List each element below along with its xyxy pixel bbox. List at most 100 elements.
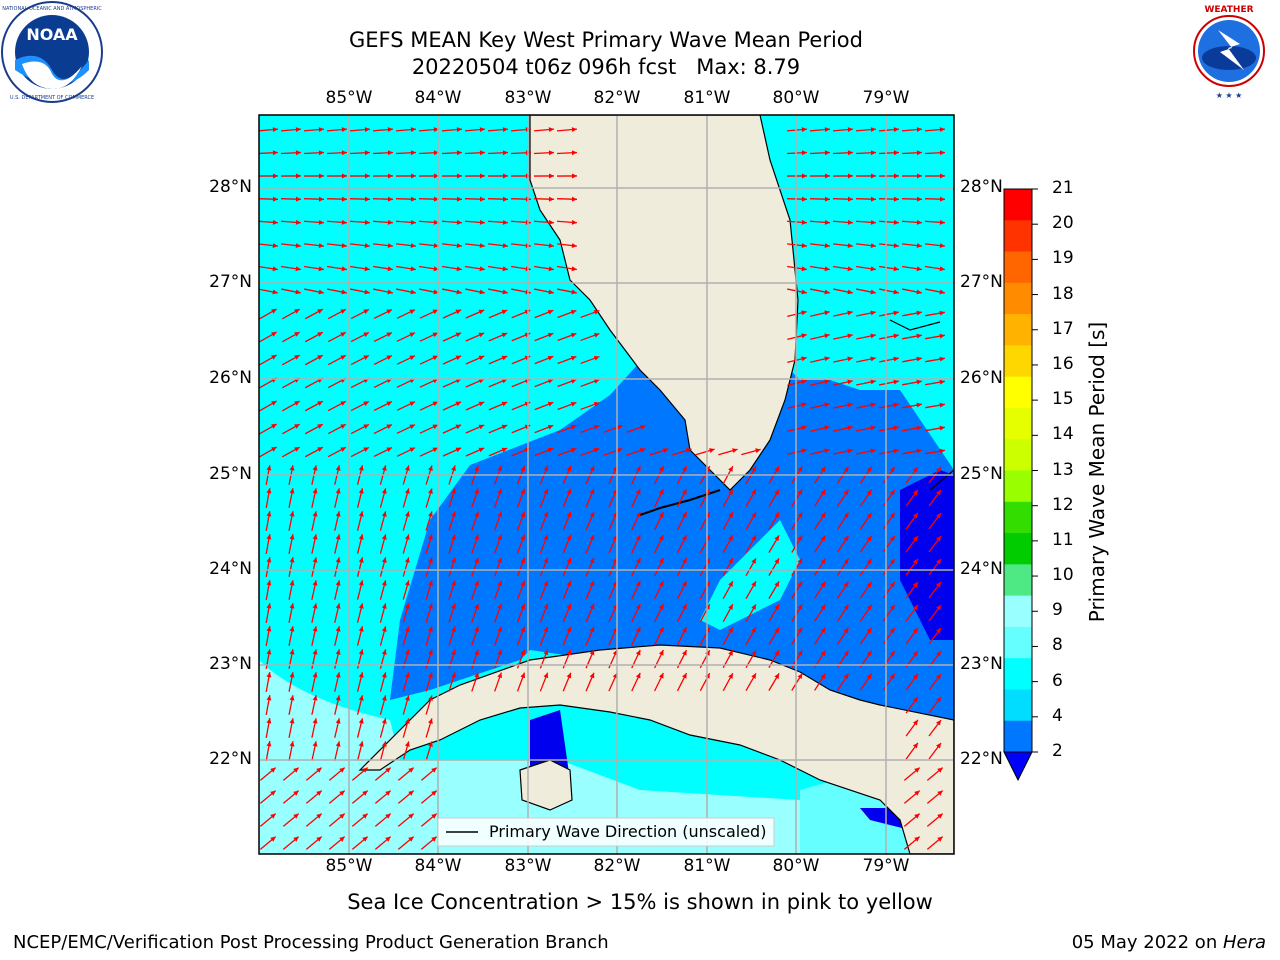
wave-arrow-head	[801, 379, 807, 385]
wave-arrow-head	[635, 534, 641, 541]
wave-arrow-head	[295, 196, 301, 202]
wave-arrow-head	[916, 379, 922, 385]
wave-arrow-head	[294, 332, 300, 337]
wave-arrow-head	[866, 650, 872, 657]
wave-arrow-head	[294, 401, 300, 406]
wave-arrow-head	[289, 695, 295, 701]
wave-arrow-head	[843, 673, 849, 680]
wave-arrow-head	[612, 511, 618, 518]
wave-arrow-head	[801, 310, 807, 316]
wave-arrow-head	[497, 626, 503, 633]
colorbar-tick-label: 14	[1052, 424, 1074, 445]
footer-host: Hera	[1222, 932, 1266, 953]
wave-arrow-head	[612, 672, 618, 679]
wave-arrow-head	[271, 447, 277, 452]
wave-arrow-head	[428, 626, 433, 632]
wave-arrow-head	[570, 309, 577, 315]
wave-arrow-head	[387, 266, 393, 272]
wave-arrow-head	[847, 243, 853, 249]
wave-arrow-head	[451, 488, 456, 494]
wave-arrow-head	[916, 173, 922, 179]
colorbar-tick-label: 6	[1052, 670, 1063, 691]
colorbar-segment	[1004, 220, 1032, 253]
wave-arrow-head	[566, 580, 572, 587]
wave-arrow-head	[479, 127, 485, 133]
wave-arrow-head	[593, 447, 600, 453]
wave-arrow-head	[682, 673, 687, 679]
wave-arrow-head	[386, 401, 392, 407]
wave-arrow-head	[589, 649, 595, 656]
colorbar-tick-label: 9	[1052, 600, 1063, 621]
wave-arrow-head	[358, 649, 364, 655]
lon-label-top: 83°W	[504, 88, 552, 108]
wave-arrow-head	[433, 150, 439, 156]
wave-arrow-head	[381, 580, 387, 586]
wave-arrow-head	[571, 243, 577, 249]
wave-arrow-head	[870, 150, 876, 156]
wave-arrow-head	[428, 718, 433, 724]
wave-arrow-head	[339, 767, 345, 773]
wave-arrow-head	[912, 627, 918, 634]
wave-arrow-head	[381, 488, 387, 494]
wave-arrow-head	[289, 741, 295, 747]
wave-arrow-head	[289, 672, 295, 678]
andros-coast	[929, 469, 954, 491]
wave-arrow-head	[520, 626, 526, 633]
wave-arrow-head	[728, 466, 733, 472]
wave-arrow-head	[936, 628, 942, 634]
wave-arrow-head	[340, 309, 346, 314]
wave-arrow-head	[340, 424, 346, 429]
wave-arrow-head	[335, 741, 341, 747]
wave-arrow-head	[318, 243, 324, 249]
wave-arrow-head	[751, 627, 756, 633]
wave-arrow-head	[502, 266, 508, 272]
wave-arrow-head	[847, 402, 853, 408]
lon-label-top: 80°W	[772, 88, 820, 108]
wave-arrow-head	[289, 488, 295, 494]
wave-arrow-head	[801, 425, 807, 431]
wave-arrow-head	[916, 402, 922, 408]
wave-arrow-head	[501, 332, 508, 338]
wave-arrow-head	[432, 447, 439, 453]
wave-arrow-head	[593, 424, 600, 430]
wave-arrow-head	[316, 790, 322, 796]
wave-arrow-head	[939, 289, 945, 295]
wave-arrow-head	[682, 512, 687, 518]
wave-arrow-head	[502, 196, 508, 202]
wave-arrow-head	[870, 333, 876, 339]
wave-arrow-head	[364, 127, 370, 133]
wave-arrow-head	[914, 813, 920, 819]
sea-ice-caption: Sea Ice Concentration > 15% is shown in …	[347, 890, 933, 914]
wave-arrow-head	[431, 767, 437, 773]
wave-arrow-head	[728, 650, 733, 656]
wave-arrow-head	[497, 580, 503, 587]
wave-arrow-head	[341, 289, 347, 295]
wave-arrow-head	[936, 743, 942, 749]
wave-arrow-head	[847, 219, 853, 225]
wave-arrow-head	[456, 289, 462, 295]
wave-arrow-head	[893, 196, 899, 202]
wave-arrow-head	[937, 790, 943, 796]
wave-arrow-head	[566, 488, 572, 495]
wave-arrow-head	[479, 173, 485, 179]
wave-arrow-head	[847, 425, 853, 431]
wave-arrow-head	[362, 790, 368, 796]
wave-arrow-head	[916, 356, 922, 362]
wave-arrow-head	[520, 488, 526, 495]
wave-arrow-head	[479, 196, 485, 202]
wave-arrow-head	[571, 173, 577, 179]
wave-arrow-head	[335, 695, 341, 701]
wave-arrow-head	[410, 243, 416, 249]
florida-keys	[639, 489, 721, 516]
wave-arrow-head	[847, 356, 853, 362]
wave-arrow-head	[824, 150, 830, 156]
wave-arrow-head	[456, 266, 462, 272]
wave-arrow-head	[593, 332, 600, 338]
wave-arrow-head	[385, 790, 391, 796]
wave-arrow-head	[497, 649, 503, 656]
wave-arrow-head	[889, 535, 895, 542]
wave-arrow-head	[474, 603, 479, 610]
wave-arrow-head	[593, 378, 600, 384]
wave-arrow-head	[547, 355, 554, 361]
wave-direction-arrows	[259, 127, 946, 850]
